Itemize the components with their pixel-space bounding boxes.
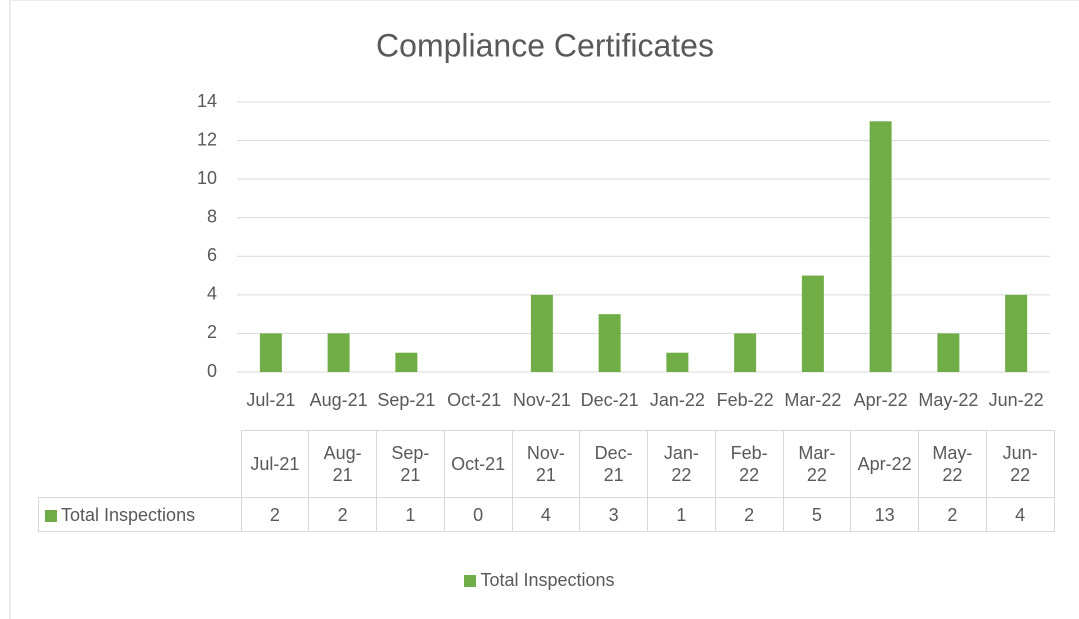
- x-tick-label: Aug-21: [310, 390, 368, 410]
- table-cell: 1: [647, 497, 716, 532]
- y-tick-label: 4: [207, 284, 217, 304]
- table-header-cell: Aug-21: [308, 430, 377, 498]
- bar: [259, 333, 282, 372]
- y-tick-label: 10: [197, 168, 217, 188]
- table-corner: [38, 430, 242, 498]
- bar: [869, 121, 892, 373]
- chart-border: [9, 0, 1079, 619]
- x-tick-label: Jan-22: [650, 390, 705, 410]
- bar: [666, 352, 689, 372]
- x-tick-label: May-22: [918, 390, 978, 410]
- table-cell: 4: [985, 497, 1055, 532]
- y-tick-label: 6: [207, 245, 217, 265]
- y-tick-label: 12: [197, 129, 217, 149]
- table-row-name: Total Inspections: [61, 504, 196, 525]
- table-cell: 0: [443, 497, 513, 532]
- table-header-cell: Jul-21: [240, 430, 310, 498]
- legend: Total Inspections: [0, 570, 1079, 591]
- table-header-cell: Dec-21: [579, 430, 648, 498]
- table-cell: 2: [240, 497, 310, 532]
- bar: [1005, 294, 1028, 372]
- legend-swatch: [464, 575, 477, 587]
- table-cell: 4: [511, 497, 581, 532]
- x-tick-label: Mar-22: [784, 390, 841, 410]
- table-cell: 1: [376, 497, 445, 532]
- table-cell: 13: [850, 497, 919, 532]
- y-tick-label: 2: [207, 322, 217, 342]
- legend-swatch: [45, 509, 57, 522]
- bar: [937, 333, 960, 372]
- x-tick-label: Nov-21: [513, 390, 571, 410]
- x-tick-label: Feb-22: [717, 390, 774, 410]
- table-header-cell: Oct-21: [443, 430, 513, 498]
- y-tick-label: 14: [197, 91, 217, 111]
- x-tick-label: Jul-21: [246, 390, 295, 410]
- table-cell: 5: [782, 497, 852, 532]
- x-tick-label: Dec-21: [581, 390, 639, 410]
- y-tick-label: 8: [207, 206, 217, 226]
- legend-label: Total Inspections: [480, 570, 615, 590]
- y-tick-label: 0: [207, 361, 217, 381]
- table-header-cell: Jun-22: [985, 430, 1055, 498]
- table-header-cell: Feb-22: [714, 430, 784, 498]
- table-header-cell: Nov-21: [511, 430, 581, 498]
- table-header-cell: Sep-21: [376, 430, 445, 498]
- x-tick-label: Sep-21: [377, 390, 435, 410]
- table-header-row: Jul-21 Aug-21 Sep-21 Oct-21 Nov-21 Dec-21 Jan-…: [38, 430, 1055, 498]
- table-row: Total Inspections 2 2 1 0 4 3 1 2 5 13 2 4: [38, 497, 1055, 532]
- x-tick-label: Oct-21: [447, 390, 501, 410]
- table-header-cell: May-22: [918, 430, 987, 498]
- table-cell: 2: [308, 497, 377, 532]
- chart-title: Compliance Certificates: [376, 27, 714, 63]
- table-header-cell: Jan-22: [647, 430, 716, 498]
- x-tick-label: Apr-22: [854, 390, 908, 410]
- table-cell: 3: [579, 497, 648, 532]
- bar: [801, 275, 824, 372]
- bar: [530, 294, 553, 372]
- data-table: Jul-21 Aug-21 Sep-21 Oct-21 Nov-21 Dec-21 Jan-…: [38, 430, 1055, 532]
- table-cell: 2: [714, 497, 784, 532]
- bar: [598, 314, 621, 372]
- bar: [327, 333, 350, 372]
- table-header-cell: Mar-22: [782, 430, 852, 498]
- bar: [734, 333, 757, 372]
- table-header-cell: Apr-22: [850, 430, 919, 498]
- table-row-label: Total Inspections: [38, 497, 242, 532]
- table-cell: 2: [918, 497, 987, 532]
- x-tick-label: Jun-22: [989, 390, 1044, 410]
- bar: [395, 352, 418, 372]
